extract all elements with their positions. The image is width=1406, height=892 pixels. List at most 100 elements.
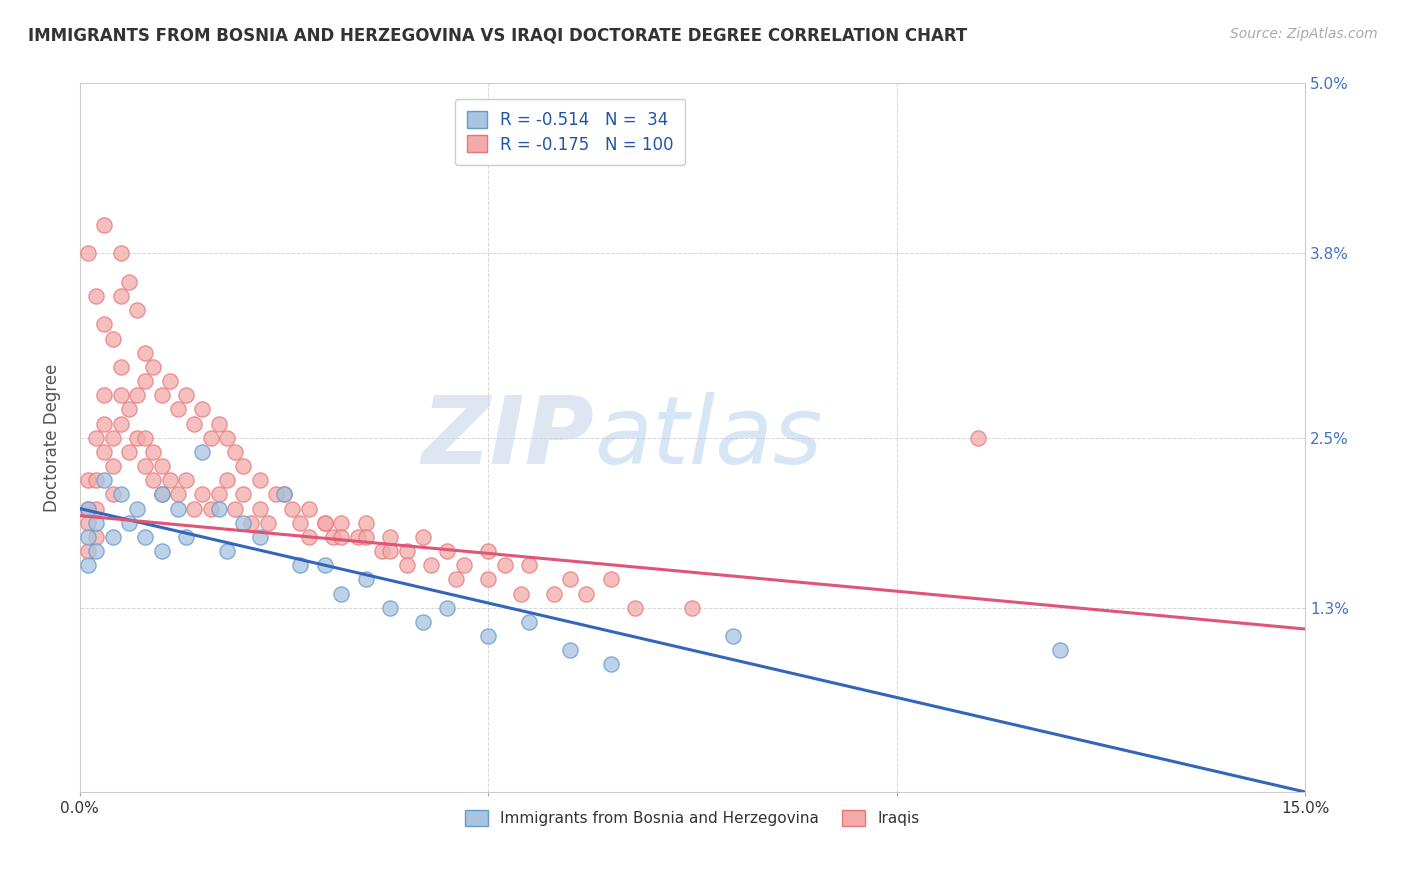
Point bbox=[200, 431, 222, 445]
Point bbox=[256, 516, 278, 530]
Point bbox=[77, 544, 100, 558]
Point bbox=[77, 558, 100, 573]
Point bbox=[125, 431, 148, 445]
Point bbox=[395, 544, 418, 558]
Y-axis label: Doctorate Degree: Doctorate Degree bbox=[44, 364, 60, 512]
Point bbox=[84, 516, 107, 530]
Point bbox=[444, 573, 467, 587]
Point bbox=[77, 246, 100, 260]
Point bbox=[354, 573, 377, 587]
Point bbox=[125, 388, 148, 402]
Point bbox=[150, 458, 173, 473]
Point bbox=[543, 586, 565, 600]
Point bbox=[412, 615, 434, 629]
Point bbox=[346, 530, 368, 544]
Point bbox=[967, 431, 990, 445]
Point bbox=[682, 600, 704, 615]
Point bbox=[264, 487, 287, 501]
Point bbox=[167, 402, 190, 417]
Point bbox=[118, 402, 141, 417]
Point bbox=[436, 600, 458, 615]
Point bbox=[558, 643, 581, 657]
Point bbox=[93, 473, 115, 487]
Point bbox=[494, 558, 516, 573]
Point bbox=[93, 388, 115, 402]
Legend: Immigrants from Bosnia and Herzegovina, Iraqis: Immigrants from Bosnia and Herzegovina, … bbox=[458, 803, 928, 834]
Point bbox=[224, 501, 246, 516]
Point bbox=[599, 573, 621, 587]
Point bbox=[314, 516, 336, 530]
Text: Source: ZipAtlas.com: Source: ZipAtlas.com bbox=[1230, 27, 1378, 41]
Point bbox=[297, 501, 319, 516]
Text: IMMIGRANTS FROM BOSNIA AND HERZEGOVINA VS IRAQI DOCTORATE DEGREE CORRELATION CHA: IMMIGRANTS FROM BOSNIA AND HERZEGOVINA V… bbox=[28, 27, 967, 45]
Point bbox=[575, 586, 598, 600]
Point bbox=[84, 289, 107, 303]
Point bbox=[84, 431, 107, 445]
Point bbox=[77, 530, 100, 544]
Point bbox=[150, 487, 173, 501]
Point bbox=[558, 573, 581, 587]
Point bbox=[150, 388, 173, 402]
Point bbox=[624, 600, 647, 615]
Point bbox=[150, 487, 173, 501]
Point bbox=[84, 530, 107, 544]
Point bbox=[273, 487, 295, 501]
Point bbox=[232, 487, 254, 501]
Point bbox=[191, 445, 214, 459]
Point bbox=[110, 289, 132, 303]
Point bbox=[477, 544, 499, 558]
Point bbox=[371, 544, 394, 558]
Point bbox=[101, 458, 124, 473]
Point bbox=[84, 544, 107, 558]
Point bbox=[191, 402, 214, 417]
Point bbox=[110, 487, 132, 501]
Point bbox=[208, 501, 231, 516]
Point bbox=[436, 544, 458, 558]
Point bbox=[125, 501, 148, 516]
Point bbox=[599, 657, 621, 672]
Point bbox=[134, 374, 156, 388]
Point bbox=[208, 417, 231, 431]
Point bbox=[354, 530, 377, 544]
Point bbox=[290, 558, 312, 573]
Point bbox=[380, 600, 402, 615]
Point bbox=[134, 345, 156, 359]
Point bbox=[110, 417, 132, 431]
Point bbox=[517, 558, 540, 573]
Point bbox=[93, 417, 115, 431]
Text: atlas: atlas bbox=[595, 392, 823, 483]
Point bbox=[167, 501, 190, 516]
Point bbox=[110, 246, 132, 260]
Point bbox=[249, 473, 271, 487]
Point bbox=[77, 501, 100, 516]
Point bbox=[150, 544, 173, 558]
Point bbox=[125, 303, 148, 318]
Point bbox=[330, 530, 353, 544]
Point bbox=[322, 530, 344, 544]
Point bbox=[412, 530, 434, 544]
Point bbox=[232, 516, 254, 530]
Point bbox=[101, 431, 124, 445]
Point bbox=[191, 487, 214, 501]
Point bbox=[249, 530, 271, 544]
Point bbox=[142, 473, 165, 487]
Point bbox=[101, 487, 124, 501]
Point bbox=[142, 445, 165, 459]
Point bbox=[281, 501, 304, 516]
Point bbox=[297, 530, 319, 544]
Point bbox=[134, 458, 156, 473]
Point bbox=[420, 558, 443, 573]
Point bbox=[208, 487, 231, 501]
Point bbox=[249, 501, 271, 516]
Point bbox=[118, 445, 141, 459]
Point bbox=[142, 359, 165, 374]
Point bbox=[477, 629, 499, 643]
Point bbox=[159, 374, 181, 388]
Point bbox=[330, 516, 353, 530]
Point bbox=[240, 516, 263, 530]
Point bbox=[101, 530, 124, 544]
Point bbox=[174, 530, 197, 544]
Point bbox=[215, 431, 238, 445]
Point bbox=[354, 516, 377, 530]
Point bbox=[110, 388, 132, 402]
